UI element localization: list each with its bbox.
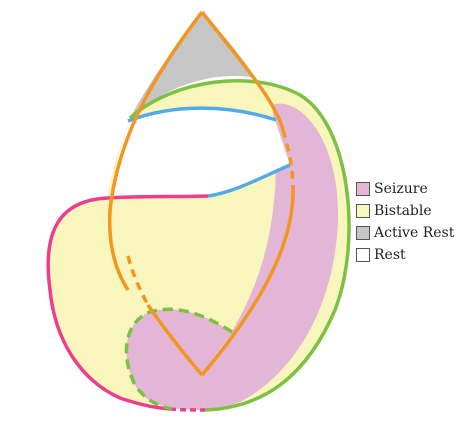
orange-curve-right [200, 10, 285, 131]
legend-label-seizure: Seizure [374, 181, 428, 197]
legend-label-rest: Rest [374, 247, 406, 263]
green-curve-dashed [124, 307, 233, 411]
legend-label-bistable: Bistable [374, 203, 432, 219]
orange-curve-left-dashed [126, 255, 150, 306]
rest-region [112, 108, 290, 199]
seizure-region-lower [126, 309, 232, 410]
orange-curve-left-lower [146, 304, 204, 377]
orange-curve-right-dashed [281, 129, 295, 186]
green-curve-outer [128, 79, 351, 412]
blue-curve-lower [207, 163, 291, 198]
legend-swatch-bistable [356, 204, 370, 218]
magenta-curve-outer [46, 196, 171, 411]
blue-curve-upper [127, 106, 277, 123]
magenta-curve [107, 194, 209, 200]
legend-swatch-seizure [356, 182, 370, 196]
orange-curve-left [107, 10, 204, 291]
legend-item-rest: Rest [356, 246, 454, 264]
legend-item-active-rest: Active Rest [356, 224, 454, 242]
legend: Seizure Bistable Active Rest Rest [356, 180, 454, 268]
magenta-curve-dashed [169, 407, 206, 412]
legend-label-active-rest: Active Rest [374, 225, 455, 241]
legend-swatch-rest [356, 248, 370, 262]
legend-item-seizure: Seizure [356, 180, 454, 198]
legend-item-bistable: Bistable [356, 202, 454, 220]
orange-curve-right-lower [200, 184, 295, 377]
legend-swatch-active-rest [356, 226, 370, 240]
